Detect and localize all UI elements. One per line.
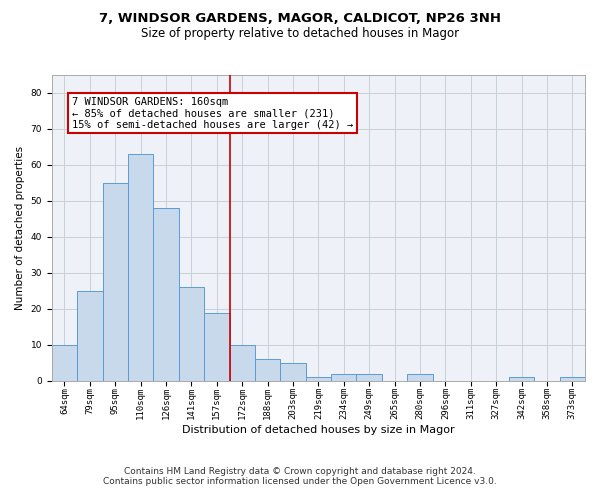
Bar <box>154 208 179 381</box>
Bar <box>509 378 534 381</box>
Y-axis label: Number of detached properties: Number of detached properties <box>15 146 25 310</box>
Bar <box>356 374 382 381</box>
Bar <box>179 288 204 381</box>
Bar <box>331 374 356 381</box>
Bar <box>305 378 331 381</box>
Bar <box>103 183 128 381</box>
Bar <box>280 363 305 381</box>
Bar <box>52 345 77 381</box>
Bar <box>255 360 280 381</box>
Bar <box>560 378 585 381</box>
Bar <box>77 291 103 381</box>
Bar <box>128 154 154 381</box>
Bar <box>204 312 230 381</box>
Text: 7 WINDSOR GARDENS: 160sqm
← 85% of detached houses are smaller (231)
15% of semi: 7 WINDSOR GARDENS: 160sqm ← 85% of detac… <box>72 96 353 130</box>
Bar <box>230 345 255 381</box>
Text: Contains HM Land Registry data © Crown copyright and database right 2024.: Contains HM Land Registry data © Crown c… <box>124 467 476 476</box>
Text: 7, WINDSOR GARDENS, MAGOR, CALDICOT, NP26 3NH: 7, WINDSOR GARDENS, MAGOR, CALDICOT, NP2… <box>99 12 501 26</box>
X-axis label: Distribution of detached houses by size in Magor: Distribution of detached houses by size … <box>182 425 455 435</box>
Bar <box>407 374 433 381</box>
Text: Size of property relative to detached houses in Magor: Size of property relative to detached ho… <box>141 28 459 40</box>
Text: Contains public sector information licensed under the Open Government Licence v3: Contains public sector information licen… <box>103 477 497 486</box>
